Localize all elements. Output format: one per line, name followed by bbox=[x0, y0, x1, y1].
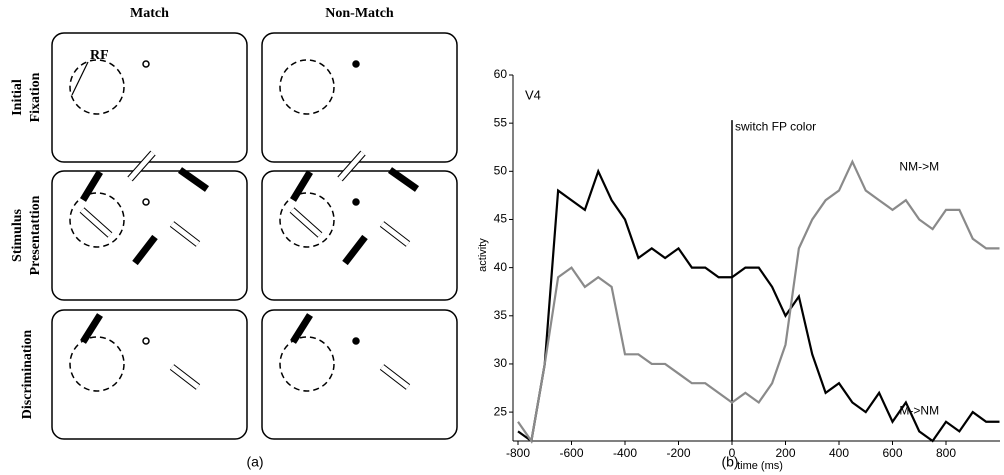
open-bar bbox=[170, 222, 200, 246]
open-bar bbox=[128, 151, 155, 181]
black-bar bbox=[177, 167, 210, 192]
x-tick-label: 400 bbox=[829, 446, 849, 460]
y-tick-label: 45 bbox=[494, 212, 508, 226]
panel-box bbox=[51, 32, 248, 163]
series-label: M->NM bbox=[899, 404, 939, 418]
fixation-point bbox=[142, 60, 150, 68]
open-bar bbox=[80, 208, 112, 237]
receptive-field bbox=[279, 336, 335, 392]
black-bar bbox=[342, 234, 368, 266]
series-line bbox=[517, 159, 1000, 444]
column-header: Match bbox=[130, 6, 169, 21]
column-header: Non-Match bbox=[325, 6, 394, 21]
fixation-point bbox=[142, 198, 150, 206]
x-tick-label: -600 bbox=[559, 446, 583, 460]
y-tick-label: 40 bbox=[494, 260, 508, 274]
panel-box bbox=[51, 170, 248, 301]
x-tick-label: -800 bbox=[506, 446, 530, 460]
y-tick-label: 50 bbox=[494, 163, 508, 177]
series-line bbox=[517, 168, 1000, 443]
y-tick-label: 30 bbox=[494, 356, 508, 370]
y-tick-label: 60 bbox=[494, 67, 508, 81]
receptive-field bbox=[279, 59, 335, 115]
panel-box bbox=[261, 309, 458, 440]
panel-box bbox=[51, 309, 248, 440]
fixation-point bbox=[142, 337, 150, 345]
row-label: Discrimination bbox=[20, 330, 35, 420]
receptive-field bbox=[69, 192, 125, 248]
fixation-point bbox=[352, 60, 360, 68]
black-bar bbox=[80, 313, 103, 344]
row-label: Fixation bbox=[28, 72, 43, 122]
receptive-field bbox=[279, 192, 335, 248]
rf-pointer bbox=[71, 61, 89, 96]
panel-box bbox=[261, 32, 458, 163]
chart-title: V4 bbox=[525, 87, 541, 102]
y-tick-label: 55 bbox=[494, 115, 508, 129]
panel-label: (b) bbox=[721, 454, 738, 470]
receptive-field bbox=[69, 59, 125, 115]
fixation-point bbox=[352, 198, 360, 206]
row-label: Initial bbox=[10, 79, 25, 116]
x-tick-label: 600 bbox=[882, 446, 902, 460]
black-bar bbox=[290, 170, 313, 202]
open-bar bbox=[338, 151, 365, 181]
series-label: NM->M bbox=[899, 160, 939, 174]
fixation-point bbox=[352, 337, 360, 345]
open-bar bbox=[290, 208, 322, 237]
black-bar bbox=[132, 234, 158, 266]
black-bar bbox=[80, 170, 103, 202]
x-tick-label: -400 bbox=[613, 446, 637, 460]
x-tick-label: -200 bbox=[666, 446, 690, 460]
panel-box bbox=[261, 170, 458, 301]
receptive-field bbox=[69, 336, 125, 392]
open-bar bbox=[380, 222, 410, 246]
row-label: Presentattion bbox=[28, 195, 43, 275]
x-tick-label: 800 bbox=[936, 446, 956, 460]
panel-label: (a) bbox=[246, 454, 263, 470]
x-tick-label: 0 bbox=[729, 446, 736, 460]
y-axis-label: activity bbox=[477, 238, 489, 272]
rf-label: RF bbox=[90, 48, 109, 63]
open-bar bbox=[380, 365, 410, 389]
row-label: Stimulus bbox=[10, 208, 25, 261]
y-tick-label: 35 bbox=[494, 308, 508, 322]
x-tick-label: 200 bbox=[775, 446, 795, 460]
black-bar bbox=[387, 167, 420, 192]
y-tick-label: 25 bbox=[494, 404, 508, 418]
event-label: switch FP color bbox=[735, 119, 816, 133]
open-bar bbox=[170, 365, 200, 389]
x-axis-label: time (ms) bbox=[737, 460, 783, 472]
black-bar bbox=[290, 313, 313, 344]
